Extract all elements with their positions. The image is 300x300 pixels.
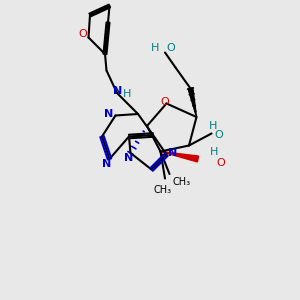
Text: H: H (151, 43, 159, 53)
Polygon shape (188, 88, 196, 117)
Text: N: N (124, 153, 134, 164)
Text: N: N (113, 86, 122, 97)
Text: CH₃: CH₃ (172, 177, 190, 187)
Text: O: O (78, 29, 87, 40)
Text: O: O (160, 97, 169, 107)
Text: N: N (104, 109, 113, 119)
Text: O: O (214, 130, 224, 140)
Text: N: N (102, 159, 111, 170)
Text: H: H (123, 89, 132, 100)
Text: H: H (210, 146, 219, 157)
Text: H: H (209, 121, 217, 131)
Text: O: O (167, 43, 175, 53)
Text: O: O (216, 158, 225, 169)
Text: CH₃: CH₃ (154, 185, 172, 195)
Polygon shape (160, 152, 199, 162)
Text: N: N (169, 148, 178, 158)
